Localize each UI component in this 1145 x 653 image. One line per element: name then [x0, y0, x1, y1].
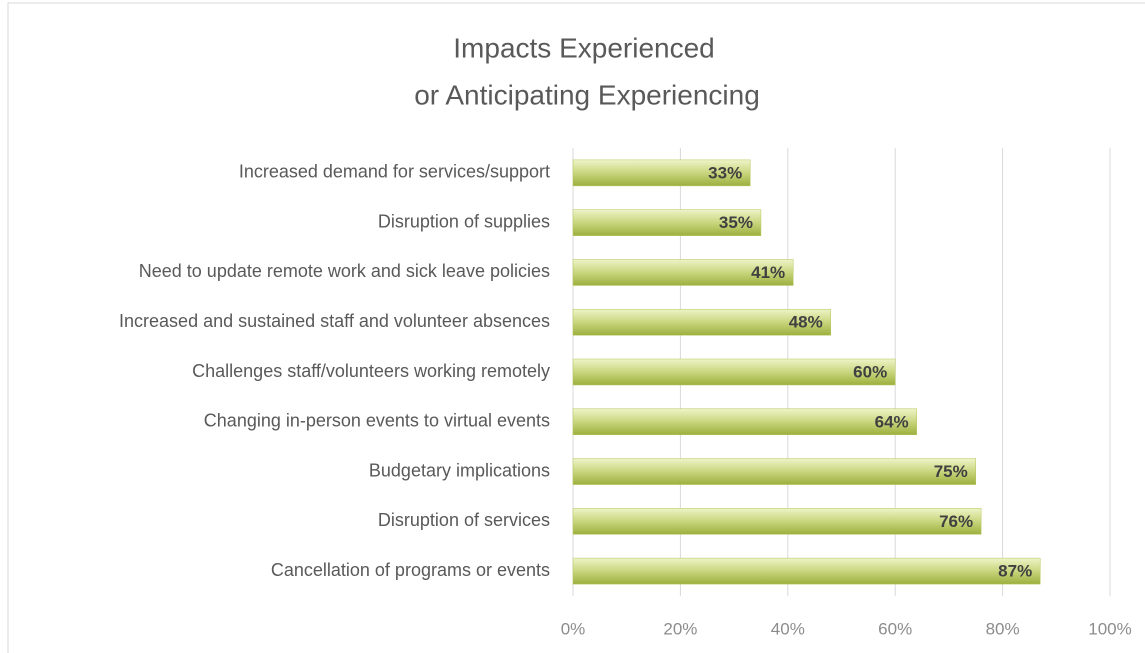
data-label: 87% — [998, 562, 1032, 581]
y-tick-label: Changing in-person events to virtual eve… — [204, 411, 550, 431]
chart-frame — [7, 2, 1145, 653]
bar — [572, 259, 794, 286]
x-tick-label: 60% — [878, 619, 912, 638]
y-tick-label: Disruption of services — [378, 510, 550, 530]
data-label: 64% — [875, 412, 909, 431]
bar — [572, 159, 751, 187]
bar — [572, 408, 917, 436]
y-tick-label: Increased demand for services/support — [239, 162, 550, 182]
y-tick-label: Need to update remote work and sick leav… — [139, 261, 550, 281]
data-label: 35% — [719, 213, 753, 232]
x-tick-label: 0% — [561, 619, 586, 638]
chart-title: Impacts Experienced — [453, 32, 714, 63]
bar — [572, 458, 976, 485]
data-label: 48% — [789, 313, 823, 332]
y-tick-label: Budgetary implications — [369, 460, 550, 480]
x-tick-label: 20% — [663, 619, 697, 638]
y-tick-label: Disruption of supplies — [378, 211, 550, 231]
x-tick-label: 100% — [1088, 619, 1131, 638]
bar — [572, 308, 832, 336]
y-tick-label: Increased and sustained staff and volunt… — [119, 311, 550, 331]
y-tick-label: Challenges staff/volunteers working remo… — [192, 361, 550, 381]
data-label: 75% — [934, 462, 968, 481]
data-label: 41% — [751, 263, 785, 282]
bar — [572, 508, 982, 535]
y-tick-label: Cancellation of programs or events — [271, 560, 550, 580]
bar — [572, 358, 896, 386]
data-label: 76% — [939, 512, 973, 531]
bar — [572, 209, 762, 236]
chart-title: or Anticipating Experiencing — [414, 79, 760, 110]
data-label: 60% — [853, 362, 887, 381]
data-label: 33% — [708, 163, 742, 182]
x-tick-label: 80% — [986, 619, 1020, 638]
x-tick-label: 40% — [771, 619, 805, 638]
bar — [572, 557, 1041, 585]
